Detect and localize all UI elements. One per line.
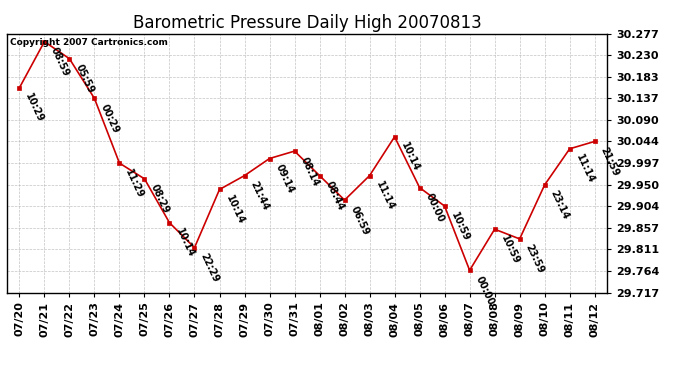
Text: 21:44: 21:44 xyxy=(248,180,271,212)
Text: 09:14: 09:14 xyxy=(274,163,296,195)
Text: 11:14: 11:14 xyxy=(574,153,596,185)
Text: 06:59: 06:59 xyxy=(348,204,371,237)
Text: 08:29: 08:29 xyxy=(148,183,171,215)
Text: 00:00: 00:00 xyxy=(474,274,496,307)
Text: 10:14: 10:14 xyxy=(174,227,196,259)
Text: 00:00: 00:00 xyxy=(424,192,446,224)
Text: 10:59: 10:59 xyxy=(499,233,521,266)
Text: 08:59: 08:59 xyxy=(48,46,71,78)
Text: 22:29: 22:29 xyxy=(199,252,221,284)
Text: 23:59: 23:59 xyxy=(524,243,546,275)
Text: 10:14: 10:14 xyxy=(224,194,246,226)
Text: 08:14: 08:14 xyxy=(299,155,321,188)
Text: 10:29: 10:29 xyxy=(23,92,46,124)
Text: 21:59: 21:59 xyxy=(599,146,621,178)
Text: 11:29: 11:29 xyxy=(124,167,146,200)
Text: 11:14: 11:14 xyxy=(374,180,396,212)
Text: Copyright 2007 Cartronics.com: Copyright 2007 Cartronics.com xyxy=(10,38,168,46)
Text: 05:59: 05:59 xyxy=(74,63,96,95)
Text: 08:44: 08:44 xyxy=(324,180,346,212)
Text: 23:14: 23:14 xyxy=(549,189,571,221)
Text: 00:29: 00:29 xyxy=(99,103,121,135)
Title: Barometric Pressure Daily High 20070813: Barometric Pressure Daily High 20070813 xyxy=(132,14,482,32)
Text: 10:14: 10:14 xyxy=(399,141,421,173)
Text: 10:59: 10:59 xyxy=(448,210,471,243)
